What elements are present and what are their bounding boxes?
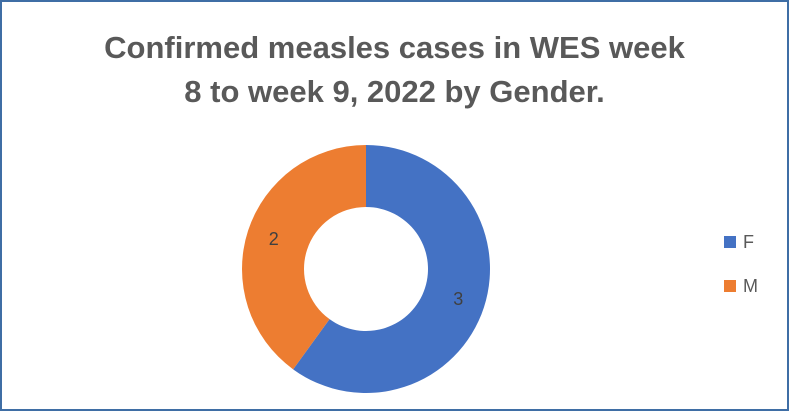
slice-m [241,145,366,370]
legend-item-m: M [724,274,758,298]
legend-swatch-f [724,236,736,248]
data-label-m: 2 [269,229,279,249]
chart-legend: F M [724,230,758,318]
legend-label-f: F [743,231,754,252]
chart-title-line-1: Confirmed measles cases in WES week [104,30,685,65]
legend-swatch-m [724,280,736,292]
chart-title-line-2: 8 to week 9, 2022 by Gender. [184,74,605,109]
slice-f [293,145,490,393]
legend-label-m: M [743,275,758,296]
chart-title: Confirmed measles cases in WES week 8 to… [2,26,787,114]
legend-item-f: F [724,230,758,254]
data-label-f: 3 [453,289,463,309]
